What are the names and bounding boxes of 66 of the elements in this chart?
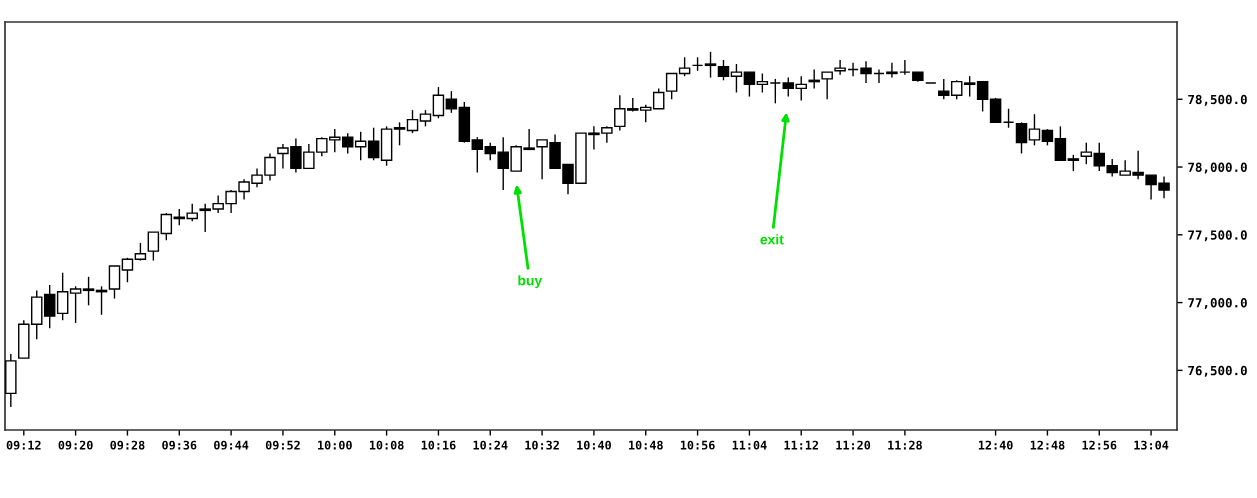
x-tick-label: 11:12 [784,440,819,450]
candlestick [976,80,989,113]
candlestick [756,72,769,94]
y-tick-label: 77,000.0 [1188,298,1247,310]
candlestick [160,212,173,241]
candlestick [963,75,976,98]
candlestick [82,276,95,306]
candlestick [43,284,56,330]
x-tick-label: 12:40 [978,440,1013,450]
y-tick-label: 78,000.0 [1188,162,1247,174]
candlestick [471,136,484,174]
y-tick-label: 77,500.0 [1188,230,1247,242]
candlestick [873,68,885,84]
x-tick-label: 13:04 [1134,440,1169,450]
x-tick-label: 09:12 [6,440,41,450]
x-tick-label: 11:20 [836,440,871,450]
candlestick [847,61,859,77]
x-tick-label: 09:20 [58,440,93,450]
candlestick [989,97,1002,124]
candlestick [1054,125,1067,161]
candlestick [147,231,160,262]
x-tick-label: 10:08 [369,440,404,450]
candlestick [69,285,82,324]
candlestick [821,71,833,100]
x-tick-label: 11:04 [732,440,767,450]
x-tick-label: 10:40 [577,440,611,450]
candlestick [56,272,69,321]
candlestick [834,59,846,76]
candlestick [860,60,872,84]
candlestick [899,59,911,76]
candlestick [769,78,782,105]
candlestick [1080,141,1093,166]
candlestick [1015,121,1028,155]
annotation: buy [518,275,543,289]
candlestick [1028,113,1041,147]
x-tick-label: 10:24 [473,440,508,450]
candlestick [717,59,730,81]
candlestick [730,63,743,94]
candlestick [121,257,134,283]
x-tick-label: 10:16 [421,440,456,450]
annotation: exit [760,234,784,245]
candlestick [393,121,406,147]
x-tick-label: 09:52 [265,440,300,450]
x-tick-label: 10:32 [525,440,559,450]
y-tick-label: 78,500.0 [1188,94,1247,106]
x-tick-label: 10:00 [318,440,352,450]
y-tick-label: 76,500.0 [1188,365,1247,377]
x-tick-label: 09:28 [110,440,145,450]
candlestick [886,61,898,79]
x-tick-label: 12:48 [1030,440,1065,450]
candlestick [704,51,717,79]
candlestick [665,72,678,100]
x-tick-label: 09:36 [162,440,197,450]
candlestick [678,56,691,77]
x-tick-label: 10:56 [680,440,715,450]
x-tick-label: 09:44 [214,440,249,450]
candlestick [652,87,665,110]
candlestick [406,109,419,134]
x-tick-label: 11:28 [888,440,922,450]
x-tick-label: 12:56 [1082,440,1117,450]
candlestick [432,86,445,119]
candlestick [367,127,380,161]
candlestick [1002,108,1015,129]
x-tick-label: 10:48 [629,440,663,450]
candlestick [743,71,756,98]
candlestick [108,265,121,300]
